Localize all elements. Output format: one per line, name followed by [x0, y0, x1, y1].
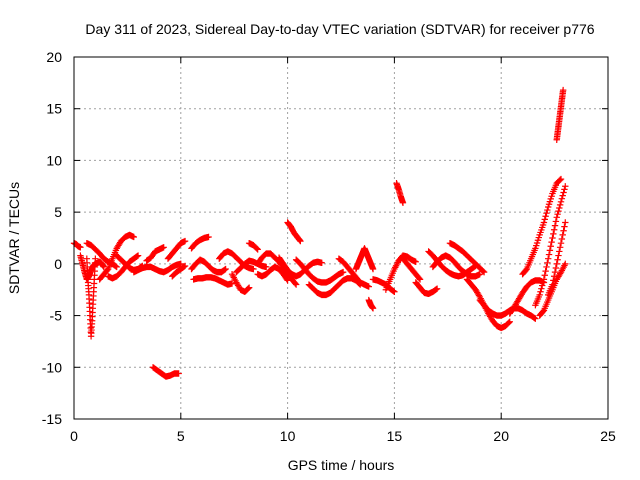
y-tick-label: -15	[42, 411, 62, 427]
series-arc-10	[164, 237, 189, 262]
series-markers	[429, 252, 484, 280]
y-tick-label: -10	[42, 359, 62, 375]
series-markers	[506, 277, 548, 317]
plot-area	[70, 86, 569, 380]
series-markers	[143, 244, 167, 264]
series-markers	[188, 256, 229, 276]
y-tick-label: 10	[46, 152, 62, 168]
plot-frame	[73, 56, 609, 420]
series-arc-21	[254, 263, 291, 284]
series-markers	[532, 183, 569, 309]
series-arc-32	[399, 255, 424, 283]
series-markers	[284, 219, 304, 245]
series-markers	[149, 364, 182, 380]
series-markers	[254, 263, 291, 284]
y-tick-label: 15	[46, 101, 62, 117]
y-tick-label: 5	[54, 204, 62, 220]
y-tick-label: 20	[46, 49, 62, 65]
series-arc-11	[169, 262, 189, 280]
series-markers	[446, 239, 488, 276]
axis-ticks	[73, 56, 609, 420]
series-arc-13	[188, 233, 212, 252]
series-markers	[130, 260, 184, 276]
series-arc-41	[532, 183, 569, 309]
x-tick-label: 0	[70, 428, 78, 444]
series-arc-26	[335, 255, 372, 290]
series-arc-43	[544, 219, 569, 299]
series-markers	[335, 255, 372, 290]
x-tick-labels: 0 5 10 15 20 25	[70, 428, 616, 444]
y-tick-label: 0	[54, 256, 62, 272]
series-arc-05	[96, 231, 138, 283]
x-tick-label: 20	[493, 428, 509, 444]
series-markers	[536, 260, 569, 319]
series-markers	[399, 255, 424, 283]
grid-lines	[74, 57, 608, 419]
series-arc-15	[190, 274, 236, 288]
series-arc-27	[352, 245, 377, 273]
series-markers	[190, 274, 236, 288]
series-arc-12	[149, 364, 182, 380]
y-tick-labels: -15 -10 -5 0 5 10 15 20	[42, 49, 62, 427]
series-markers	[352, 245, 377, 273]
series-arc-33	[412, 279, 441, 298]
series-markers	[544, 219, 569, 299]
series-markers	[553, 86, 567, 143]
series-markers	[83, 255, 99, 340]
x-tick-label: 5	[177, 428, 185, 444]
series-arc-24	[292, 256, 347, 286]
data-points	[70, 86, 569, 380]
series-arc-31	[393, 179, 407, 207]
series-markers	[188, 233, 212, 252]
series-markers	[228, 271, 253, 295]
x-tick-label: 15	[387, 428, 403, 444]
series-markers	[393, 179, 407, 207]
series-markers	[519, 175, 565, 278]
series-arc-36	[446, 239, 488, 276]
chart-title: Day 311 of 2023, Sidereal Day-to-day VTE…	[85, 21, 594, 37]
x-tick-label: 25	[600, 428, 616, 444]
series-markers	[169, 262, 189, 280]
series-arc-28	[365, 296, 377, 312]
series-markers	[275, 254, 325, 280]
series-arc-35	[429, 252, 484, 280]
series-arc-03	[83, 255, 99, 340]
series-arc-19	[245, 239, 261, 253]
series-arc-40	[519, 175, 565, 278]
series-markers	[305, 275, 364, 299]
series-arc-08	[130, 260, 184, 276]
series-arc-09	[143, 244, 167, 264]
y-tick-label: -5	[50, 308, 63, 324]
series-arc-14	[188, 256, 229, 276]
series-arc-25	[305, 275, 364, 299]
series-markers	[292, 256, 347, 286]
series-markers	[164, 237, 189, 262]
series-markers	[365, 296, 377, 312]
x-axis-label: GPS time / hours	[288, 457, 395, 473]
series-arc-44	[553, 86, 567, 143]
series-markers	[245, 239, 261, 253]
series-arc-39	[506, 277, 548, 317]
x-tick-label: 10	[280, 428, 296, 444]
series-arc-17	[228, 271, 253, 295]
series-markers	[412, 279, 441, 298]
series-markers	[96, 231, 138, 283]
y-axis-label: SDTVAR / TECUs	[6, 182, 22, 294]
series-arc-42	[536, 260, 569, 319]
series-arc-23	[284, 219, 304, 245]
series-arc-22	[275, 254, 325, 280]
